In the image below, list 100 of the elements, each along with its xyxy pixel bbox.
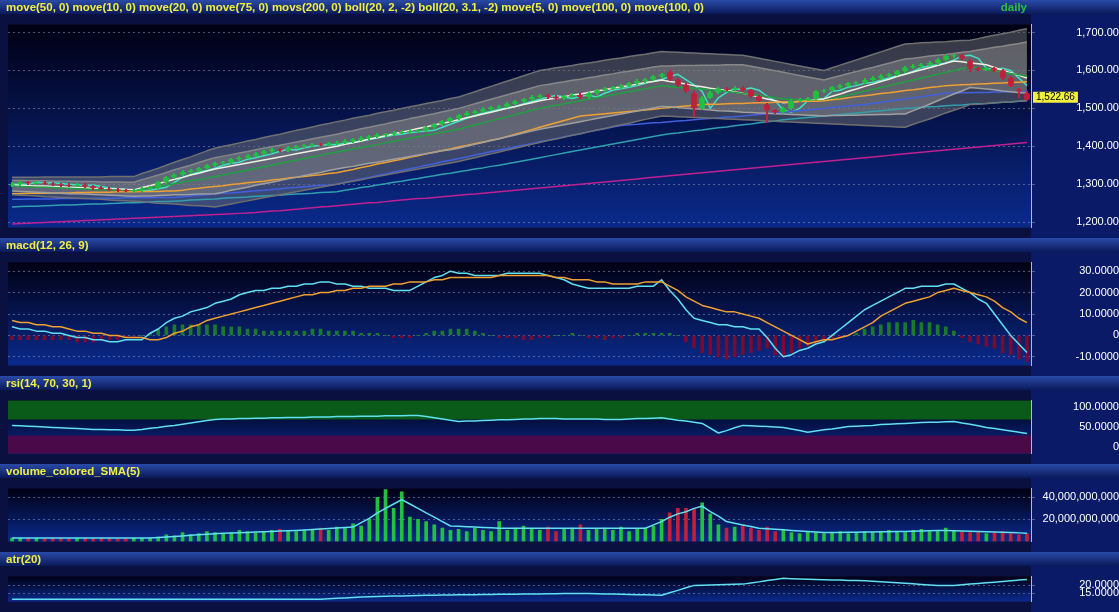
bar (602, 527, 607, 542)
bar (911, 320, 916, 336)
candlestick (326, 142, 332, 146)
y-tick-label: 1,600.00 (1076, 63, 1119, 76)
bar (343, 527, 347, 542)
bar (497, 521, 502, 542)
y-tick-label: 100.0000 (1073, 400, 1119, 413)
bar (286, 330, 290, 336)
bar (870, 532, 875, 542)
bar (968, 335, 972, 343)
bar (700, 502, 705, 542)
y-tick-label: 30.0000 (1079, 264, 1119, 277)
bar (67, 335, 71, 341)
bar (529, 335, 534, 341)
bar (887, 322, 891, 336)
bar (294, 531, 299, 542)
candlestick (496, 105, 502, 109)
bar (261, 330, 266, 336)
candlestick (90, 185, 96, 190)
bar (497, 335, 502, 338)
bar (367, 519, 372, 542)
bar (505, 335, 510, 338)
bar (708, 513, 713, 542)
bar (221, 326, 225, 336)
bar (554, 531, 558, 542)
bar (903, 322, 907, 336)
bar (611, 530, 615, 542)
candlestick (626, 82, 632, 87)
bar (505, 530, 510, 542)
bar (903, 532, 907, 542)
bar (692, 508, 696, 542)
bar (887, 530, 891, 542)
y-tick-label: 20,000,000,000 (1042, 512, 1119, 525)
bar (424, 332, 428, 336)
bar (1016, 534, 1021, 542)
bar (229, 326, 234, 336)
bar (822, 533, 826, 542)
bar (570, 527, 575, 542)
bar (1008, 533, 1013, 542)
chart-title: atr(20) (5, 553, 42, 565)
bar (692, 335, 696, 349)
bar (749, 335, 753, 353)
bar (537, 530, 542, 542)
chart-title: move(50, 0) move(10, 0) move(20, 0) move(75, 0) movs(200, 0) boll(20, 2, -2) boll(20, 3.1, -2) move(5, 0) move(100, 0) move(100, 0) (5, 1, 704, 13)
bar (976, 335, 981, 345)
bar (805, 531, 810, 542)
chart-title: macd(12, 26, 9) (5, 239, 89, 251)
bar (408, 516, 412, 542)
bar (765, 526, 769, 542)
bar (205, 324, 209, 336)
y-tick-label: 40,000,000,000 (1042, 490, 1119, 503)
bar (10, 335, 14, 341)
bar (684, 335, 688, 343)
bar (619, 335, 623, 338)
bar (773, 531, 778, 542)
chart-title: rsi(14, 70, 30, 1) (5, 377, 92, 389)
bar (740, 335, 745, 356)
bar (416, 519, 420, 542)
bar (473, 527, 477, 542)
bar (562, 528, 566, 542)
bar (667, 332, 672, 336)
candlestick (521, 98, 527, 103)
bar (18, 335, 23, 341)
y-tick-label: 1,500.00 (1076, 101, 1119, 114)
bar (635, 528, 640, 542)
text: daily (1000, 0, 1027, 14)
y-tick-label: 50.0000 (1079, 420, 1119, 433)
candlestick (1016, 88, 1022, 98)
candlestick (545, 94, 551, 99)
candlestick (147, 186, 153, 190)
bar (270, 530, 274, 542)
bar (895, 531, 899, 542)
bar (464, 531, 469, 542)
bar (749, 527, 753, 542)
bar (399, 491, 404, 542)
candlestick (561, 95, 567, 100)
bar (570, 332, 575, 336)
y-tick-label: 0 (1112, 328, 1119, 341)
bar (757, 335, 761, 351)
text: 1,522.66 (1036, 91, 1076, 103)
candlestick (553, 95, 559, 100)
bar (408, 335, 412, 338)
bar (399, 335, 404, 338)
bar (943, 326, 948, 336)
bar (675, 508, 680, 542)
candlestick (610, 86, 616, 90)
bar (326, 530, 331, 542)
bar (278, 330, 282, 336)
bar (878, 324, 883, 336)
bar (481, 530, 485, 542)
bar (546, 335, 550, 338)
bar (846, 533, 851, 542)
candlestick (659, 73, 665, 78)
bar (960, 335, 964, 338)
bar (481, 332, 485, 336)
bar (537, 335, 542, 338)
bar (334, 330, 339, 336)
bar (343, 330, 347, 336)
bar (830, 532, 834, 542)
bar (26, 335, 31, 341)
